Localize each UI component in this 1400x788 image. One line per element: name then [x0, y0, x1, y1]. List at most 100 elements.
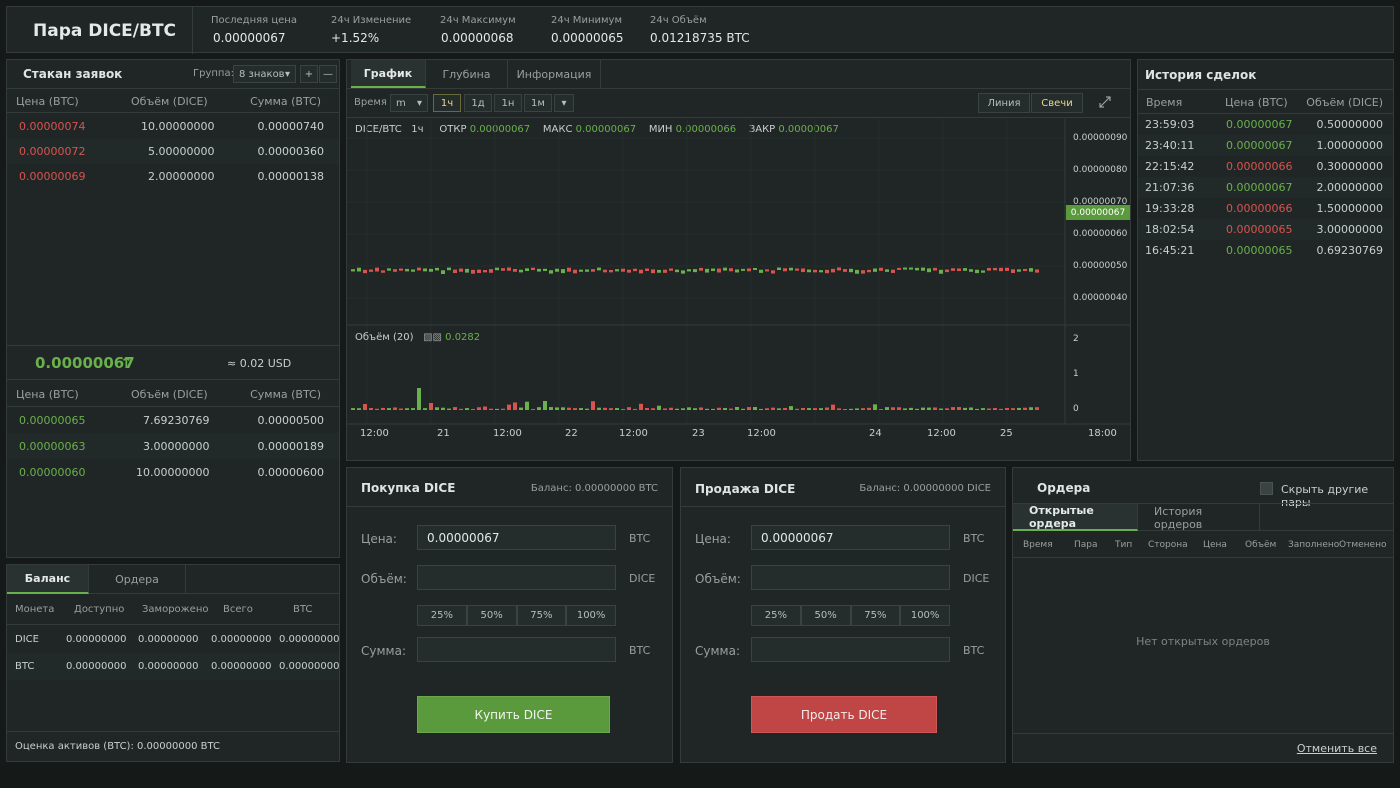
- candle: [687, 269, 691, 272]
- sell-button[interactable]: Продать DICE: [751, 696, 937, 733]
- mode-line-button[interactable]: Линия: [978, 93, 1030, 113]
- buy-price-input[interactable]: 0.00000067: [417, 525, 616, 550]
- trades-list: 23:59:03 0.00000067 0.50000000 23:40:11 0.00…: [1138, 114, 1393, 264]
- candle: [555, 268, 559, 272]
- volume-bar: [393, 407, 397, 410]
- candle: [903, 267, 907, 270]
- buy-balance: Баланс: 0.00000000 BTC: [530, 483, 658, 494]
- bid-row[interactable]: 0.00000060 10.00000000 0.00000600: [7, 459, 339, 485]
- sell-50-button[interactable]: 50%: [800, 605, 851, 626]
- candle: [765, 269, 769, 272]
- hide-pairs-checkbox[interactable]: [1260, 482, 1273, 495]
- candle: [573, 269, 577, 274]
- empty-orders-message: Нет открытых ордеров: [1136, 635, 1270, 648]
- sell-price-unit: BTC: [963, 532, 985, 545]
- tab-orders[interactable]: Ордера: [89, 565, 186, 594]
- candle: [435, 267, 439, 271]
- orders-tabs: Открытые ордера История ордеров: [1013, 503, 1393, 531]
- ask-price: 0.00000072: [19, 145, 86, 158]
- sell-price-input[interactable]: 0.00000067: [751, 525, 950, 550]
- buy-amount-input[interactable]: [417, 565, 616, 590]
- more-intervals-chevron-icon[interactable]: ▾: [554, 94, 574, 112]
- candle: [711, 268, 715, 272]
- sell-25-button[interactable]: 25%: [751, 605, 801, 626]
- price-chart[interactable]: [347, 119, 1130, 459]
- volume-bar: [789, 406, 793, 410]
- buy-button[interactable]: Купить DICE: [417, 696, 610, 733]
- stat-low: 24ч Минимум 0.00000065: [551, 15, 624, 45]
- buy-total-input[interactable]: [417, 637, 616, 662]
- group-increase-button[interactable]: +: [300, 65, 318, 83]
- ask-row[interactable]: 0.00000069 2.00000000 0.00000138: [7, 164, 339, 189]
- tab-chart[interactable]: График: [351, 60, 426, 88]
- volume-toggle-icon[interactable]: ▧▧: [423, 332, 442, 343]
- tab-balance[interactable]: Баланс: [7, 565, 89, 594]
- interval-1d-button[interactable]: 1д: [464, 94, 492, 112]
- interval-1w-button[interactable]: 1н: [494, 94, 522, 112]
- ask-row[interactable]: 0.00000074 10.00000000 0.00000740: [7, 114, 339, 139]
- trade-price: 0.00000067: [1226, 139, 1293, 152]
- sell-total-input[interactable]: [751, 637, 950, 662]
- volume-bar: [909, 407, 913, 410]
- cancel-all-link[interactable]: Отменить все: [1296, 742, 1377, 755]
- candle: [849, 268, 853, 273]
- candle: [897, 267, 901, 270]
- col-price: Цена (BTC): [16, 388, 79, 401]
- candle: [543, 268, 547, 272]
- buy-total-unit: BTC: [629, 644, 651, 657]
- interval-1m-button[interactable]: 1м: [524, 94, 552, 112]
- volume-bar: [855, 408, 859, 410]
- sell-amount-label: Объём:: [695, 572, 741, 586]
- buy-50-button[interactable]: 50%: [466, 605, 517, 626]
- buy-75-button[interactable]: 75%: [516, 605, 567, 626]
- trade-row: 16:45:21 0.00000065 0.69230769: [1138, 240, 1393, 261]
- group-decrease-button[interactable]: —: [319, 65, 337, 83]
- volume-bar: [915, 408, 919, 410]
- group-select[interactable]: 8 знаков ▾: [233, 65, 296, 83]
- candle: [915, 267, 919, 271]
- buy-100-button[interactable]: 100%: [566, 605, 616, 626]
- candle: [957, 268, 961, 272]
- candle: [885, 269, 889, 272]
- volume-bar: [609, 408, 613, 410]
- time-tick: 12:00: [619, 428, 648, 439]
- fullscreen-icon[interactable]: [1098, 95, 1112, 109]
- orderbook-title: Стакан заявок: [23, 67, 123, 81]
- interval-select[interactable]: m ▾: [390, 94, 428, 112]
- volume-bar: [447, 408, 451, 410]
- tab-info[interactable]: Информация: [508, 60, 601, 88]
- ask-row[interactable]: 0.00000072 5.00000000 0.00000360: [7, 139, 339, 164]
- mode-candles-button[interactable]: Свечи: [1031, 93, 1083, 113]
- price-tick: 0.00000060: [1073, 229, 1128, 239]
- volume-bar: [597, 407, 601, 410]
- interval-1h-button[interactable]: 1ч: [433, 94, 461, 112]
- volume-bar: [729, 408, 733, 410]
- tab-depth[interactable]: Глубина: [426, 60, 508, 88]
- volume-bar: [537, 407, 541, 410]
- col-type: Тип: [1115, 540, 1133, 550]
- volume-bar: [807, 408, 811, 410]
- volume-bar: [783, 407, 787, 410]
- tab-order-history[interactable]: История ордеров: [1138, 504, 1260, 531]
- tab-open-orders[interactable]: Открытые ордера: [1013, 504, 1138, 531]
- buy-25-button[interactable]: 25%: [417, 605, 467, 626]
- volume-bar: [1035, 407, 1039, 410]
- sell-total-unit: BTC: [963, 644, 985, 657]
- info-pair: DICE/BTC: [355, 124, 402, 135]
- col-filled: Заполнено: [1288, 540, 1340, 550]
- time-tick: 25: [1000, 428, 1013, 439]
- candle: [705, 268, 709, 273]
- bid-row[interactable]: 0.00000063 3.00000000 0.00000189: [7, 433, 339, 459]
- frozen: 0.00000000: [138, 634, 199, 645]
- sell-amount-input[interactable]: [751, 565, 950, 590]
- volume-bar: [903, 408, 907, 410]
- volume-bar: [615, 408, 619, 410]
- volume-bar: [369, 408, 373, 410]
- sell-75-button[interactable]: 75%: [850, 605, 901, 626]
- info-period: 1ч: [411, 124, 424, 135]
- sell-100-button[interactable]: 100%: [900, 605, 950, 626]
- ask-price: 0.00000074: [19, 120, 86, 133]
- trade-history-title: История сделок: [1145, 68, 1257, 82]
- volume-bar: [621, 408, 625, 410]
- bid-row[interactable]: 0.00000065 7.69230769 0.00000500: [7, 407, 339, 433]
